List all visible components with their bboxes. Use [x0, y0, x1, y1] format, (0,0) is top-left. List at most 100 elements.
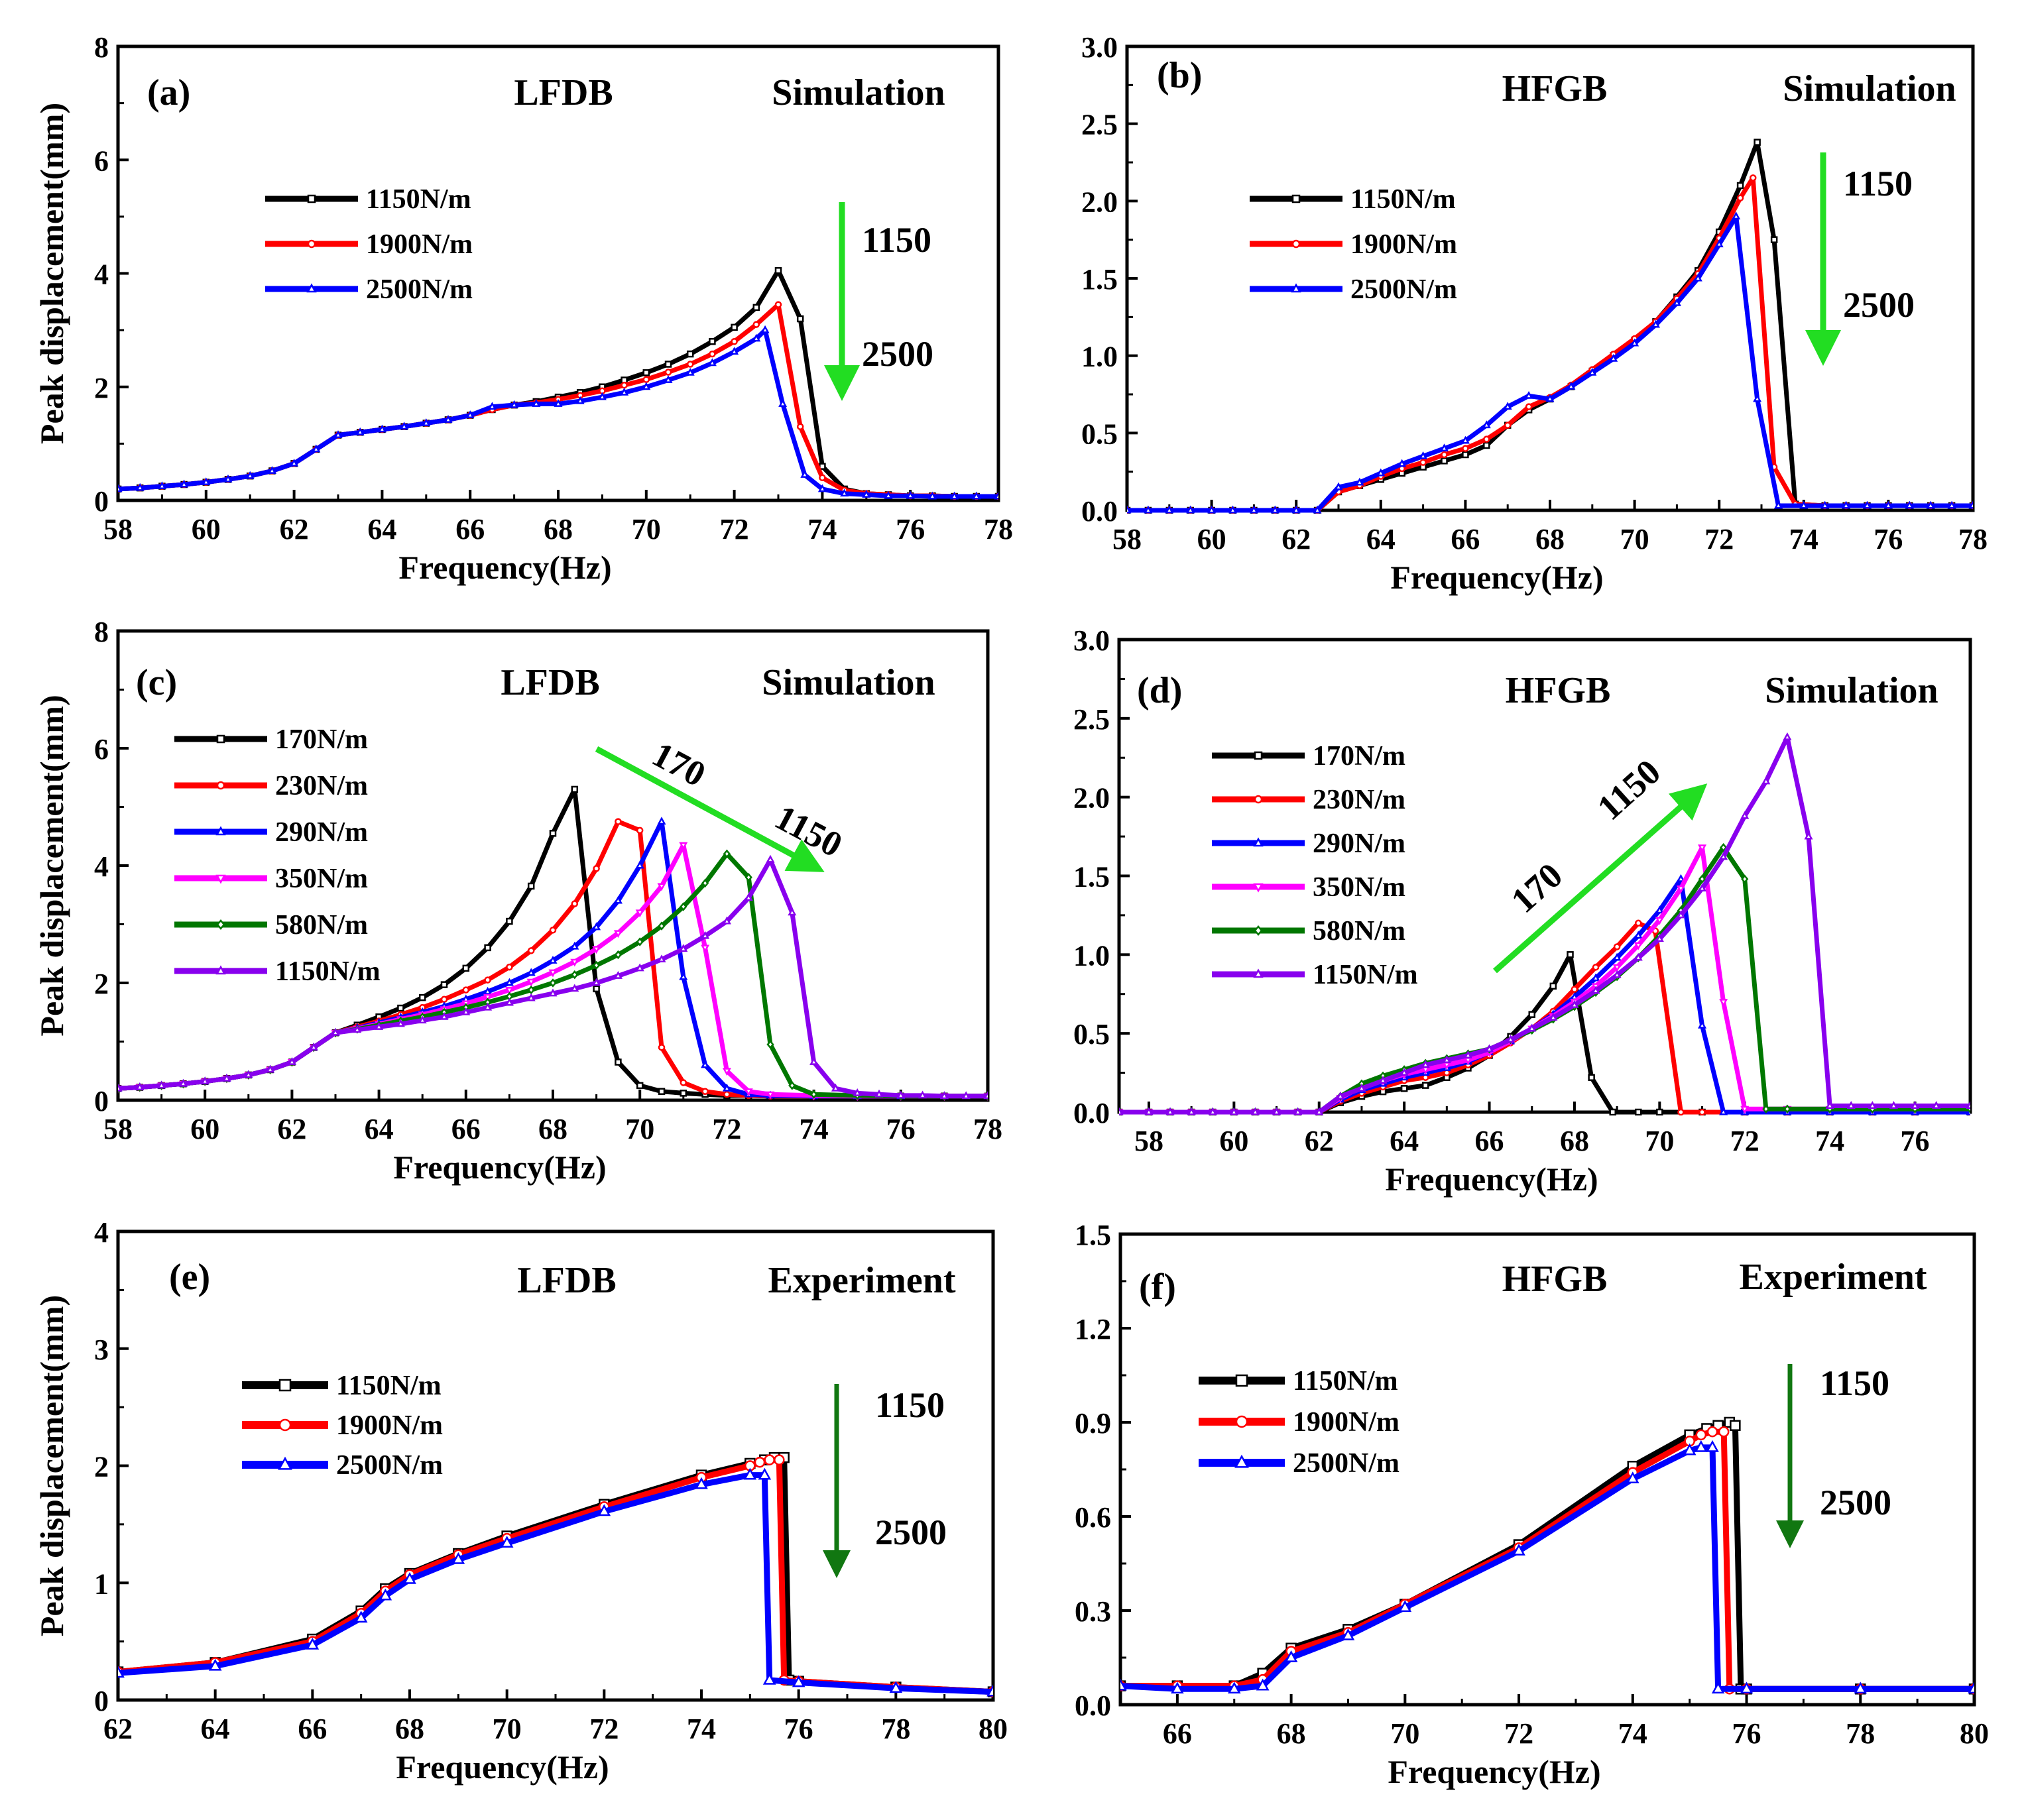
y-tick-label: 3.0 [1073, 624, 1110, 657]
data-point [1968, 1681, 1974, 1694]
data-point [418, 1015, 427, 1024]
x-tick-label: 64 [1366, 523, 1396, 555]
data-point [754, 1456, 766, 1468]
data-point [1862, 500, 1872, 509]
data-point [679, 972, 688, 980]
data-point [961, 1091, 971, 1100]
data-point [353, 1025, 362, 1033]
data-point [853, 1088, 862, 1096]
data-point [658, 1044, 666, 1051]
data-point [1698, 1108, 1706, 1115]
data-point [1229, 1107, 1238, 1115]
data-point [180, 479, 189, 488]
x-tick-label: 70 [632, 513, 661, 545]
data-point [766, 854, 775, 863]
arrow-label-start: 1150 [1843, 164, 1913, 203]
data-point [355, 427, 365, 435]
data-point [636, 937, 644, 946]
data-point [664, 375, 673, 383]
arrow-label-start: 1150 [1820, 1363, 1889, 1403]
data-point [1567, 381, 1576, 390]
y-tick-label: 2.0 [1081, 186, 1118, 218]
data-point [570, 984, 579, 992]
legend-label: 1900N/m [1350, 229, 1457, 260]
trend-arrow [595, 746, 825, 872]
data-point [462, 986, 470, 994]
legend-label: 2500N/m [1350, 274, 1457, 305]
data-point [730, 347, 739, 355]
arrow-label-end: 1150 [768, 797, 849, 865]
data-point [461, 1007, 471, 1015]
data-point [444, 415, 453, 423]
arrow-label-end: 2500 [1820, 1483, 1891, 1522]
panel-subtitle: Simulation [1765, 670, 1938, 711]
series-group [1127, 139, 1973, 514]
data-point [1740, 811, 1750, 819]
series-group [1120, 1416, 1974, 1695]
data-point [723, 849, 731, 859]
data-point [483, 994, 493, 1002]
plot-frame [116, 44, 1000, 502]
legend-marker [1291, 194, 1301, 203]
data-point [1634, 919, 1642, 927]
data-point [792, 1675, 805, 1687]
legend-label: 230N/m [1313, 785, 1405, 815]
data-point [1889, 1101, 1898, 1109]
panel-b: 58 60 62 64 66 68 70 72 74 76 78 0.0 0.5 1.0 1.5 2.0 2.5… [1081, 31, 1988, 596]
legend-label: 170N/m [1313, 741, 1405, 771]
legend-marker [215, 874, 226, 884]
data-point [1400, 1085, 1408, 1092]
data-point [1868, 1101, 1877, 1109]
data-point [1334, 482, 1343, 490]
data-point [483, 986, 493, 995]
data-point [1968, 500, 1973, 509]
data-point [597, 392, 607, 400]
data-point [575, 396, 585, 404]
data-point [1419, 451, 1428, 459]
data-point [1612, 970, 1622, 978]
x-tick-label: 60 [190, 1113, 219, 1145]
x-tick-label: 70 [493, 1713, 522, 1745]
data-point [527, 947, 535, 954]
data-point [620, 387, 629, 396]
data-point [1250, 1107, 1260, 1115]
data-point [874, 1089, 884, 1098]
panel-e: 62 64 66 68 70 72 74 76 78 80 0 1 2 3 4 Frequency(Hz) Pe… [33, 1216, 1008, 1786]
data-point [707, 358, 717, 367]
data-point [918, 1090, 927, 1099]
series-line-2500N/m [118, 1472, 993, 1695]
data-point [465, 410, 475, 419]
legend-label: 230N/m [275, 771, 368, 801]
panel-title: HFGB [1506, 670, 1611, 711]
data-point [950, 491, 959, 500]
data-point [1120, 1678, 1127, 1691]
legend-marker [1235, 1415, 1248, 1428]
data-point [760, 325, 770, 333]
data-point [506, 963, 513, 971]
legend-label: 1150N/m [1350, 184, 1456, 215]
legend-marker [215, 965, 226, 975]
data-point [657, 883, 666, 891]
data-point [118, 1083, 123, 1092]
legend: 1150N/m 1900N/m 2500N/m [1199, 1366, 1399, 1479]
data-point [440, 981, 448, 988]
data-point [527, 985, 535, 995]
data-point [570, 958, 579, 967]
data-point [1313, 505, 1322, 514]
data-point [526, 968, 536, 976]
data-point [1144, 1107, 1154, 1115]
data-point [1693, 273, 1702, 282]
data-point [862, 490, 871, 498]
data-point [1634, 931, 1643, 939]
data-point [333, 430, 343, 438]
panel-label: (d) [1137, 670, 1182, 711]
data-point [1754, 139, 1761, 146]
data-point [1711, 1681, 1725, 1694]
data-point [679, 842, 688, 850]
x-tick-label: 72 [1504, 1717, 1533, 1750]
legend-label: 1150N/m [1293, 1366, 1398, 1396]
data-point [744, 893, 753, 901]
data-point [548, 988, 558, 997]
data-point [118, 484, 123, 492]
data-point [1698, 1020, 1707, 1029]
